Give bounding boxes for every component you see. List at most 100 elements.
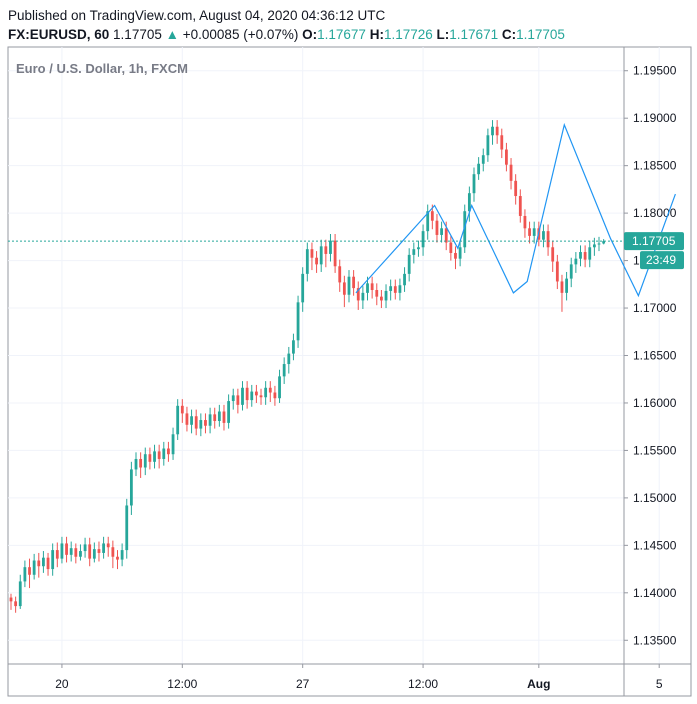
candle-body — [495, 126, 499, 136]
time-tick-label: 20 — [55, 677, 69, 691]
price-tick-label: 1.18000 — [633, 206, 677, 220]
price-tick-label: 1.15500 — [633, 443, 677, 457]
candle-body — [463, 211, 467, 248]
candle-body — [491, 126, 494, 136]
chart-header: Published on TradingView.com, August 04,… — [8, 6, 565, 44]
price-tag-box — [624, 232, 684, 251]
price-axis[interactable]: 1.195001.190001.185001.180001.175001.170… — [624, 64, 677, 648]
candle-body — [352, 276, 356, 289]
candle-body — [157, 451, 161, 459]
candle-body — [46, 557, 50, 570]
candle-body — [134, 458, 138, 470]
open-value: 1.17677 — [317, 27, 366, 42]
candle-body — [139, 458, 143, 468]
candle-body — [282, 364, 286, 377]
candle-body — [569, 264, 573, 279]
candle-body — [292, 340, 295, 354]
candle-body — [407, 254, 411, 274]
candle-body — [523, 215, 527, 229]
candle-body — [477, 163, 481, 175]
candle-body — [171, 434, 175, 455]
time-tick-label: 5 — [656, 677, 663, 691]
price-tick-label: 1.18500 — [633, 159, 677, 173]
candle-body — [213, 414, 217, 421]
candle-body — [162, 448, 166, 459]
high-value: 1.17726 — [383, 27, 433, 42]
candle-body — [92, 549, 96, 559]
candle-body — [597, 243, 601, 245]
candle-body — [412, 249, 416, 255]
candle-body — [204, 420, 207, 426]
candle-body — [120, 550, 124, 560]
candle-body — [389, 286, 393, 291]
candle-body — [222, 411, 226, 423]
pattern-trend-line[interactable] — [355, 122, 676, 298]
countdown-tag-box — [640, 251, 684, 270]
candle-body — [505, 149, 508, 165]
candle-body — [532, 228, 536, 236]
up-arrow-icon: ▲ — [165, 27, 179, 42]
low-value: 1.17671 — [449, 27, 499, 42]
candle-body — [185, 413, 189, 425]
candle-body — [143, 454, 147, 468]
candle-body — [42, 557, 45, 567]
price-tick-label: 1.13500 — [633, 633, 677, 647]
candle-body — [153, 451, 156, 462]
candle-body — [565, 278, 568, 293]
candle-body — [97, 549, 101, 553]
candle-body — [518, 196, 522, 216]
candle-body — [106, 543, 110, 548]
chart-title: Euro / U.S. Dollar, 1h, FXCM — [16, 61, 188, 76]
candle-body — [375, 290, 379, 297]
candle-body — [180, 405, 184, 414]
price-tag-label: 1.17705 — [632, 234, 676, 248]
candle-body — [250, 391, 254, 401]
candle-body — [370, 283, 374, 291]
candle-body — [430, 211, 434, 221]
last-price: 1.17705 — [113, 27, 162, 42]
time-tick-label: 12:00 — [408, 677, 438, 691]
candle-body — [366, 283, 369, 293]
open-label: O: — [302, 27, 318, 42]
candle-body — [116, 556, 119, 560]
candle-body — [356, 288, 360, 301]
candle-body — [199, 420, 203, 429]
chart-border — [7, 46, 692, 697]
candle-body — [440, 228, 443, 235]
candle-body — [481, 155, 485, 164]
candle-body — [176, 405, 180, 435]
candle-body — [79, 551, 82, 557]
candle-body — [111, 547, 115, 557]
candle-body — [18, 581, 22, 607]
candle-body — [296, 302, 300, 341]
candle-body — [28, 567, 31, 575]
candle-body — [231, 395, 235, 402]
candle-body — [102, 543, 105, 553]
candle-body — [208, 414, 212, 426]
low-label: L: — [436, 27, 450, 42]
candle-body — [514, 180, 518, 197]
candle-body — [551, 247, 555, 262]
candle-body — [347, 276, 351, 295]
candle-body — [592, 244, 596, 248]
candle-body — [194, 416, 198, 429]
price-tick-label: 1.16500 — [633, 349, 677, 363]
candle-body — [602, 241, 606, 244]
candle-body — [449, 242, 453, 253]
price-tick-label: 1.14000 — [633, 586, 677, 600]
candle-body — [32, 560, 36, 575]
candle-body — [500, 135, 504, 150]
time-axis[interactable]: 20 12:00 27 12:00 Aug 5 — [55, 664, 663, 691]
price-tick-label: 1.19000 — [633, 111, 677, 125]
candle-body — [583, 252, 587, 260]
candle-body — [129, 469, 133, 506]
candle-body — [264, 387, 268, 398]
candle-body — [254, 391, 258, 396]
candle-body — [509, 164, 513, 181]
candle-body — [403, 273, 406, 286]
symbol-label: FX:EURUSD, 60 — [8, 27, 110, 42]
grid-lines — [8, 47, 660, 664]
candle-body — [9, 597, 13, 602]
candle-body — [560, 281, 564, 293]
